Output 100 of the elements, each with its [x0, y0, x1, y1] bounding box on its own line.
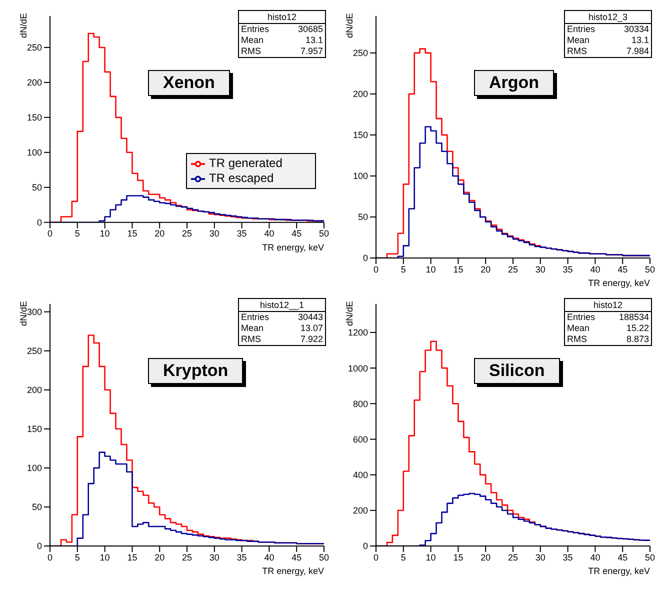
annotation: Mean — [241, 35, 264, 46]
annotation: 13.1 — [631, 35, 649, 46]
x-tick-label: 50 — [318, 228, 330, 239]
y-tick-label: 800 — [352, 398, 368, 409]
x-axis-title: TR energy, keV — [588, 566, 650, 576]
x-tick-label: 30 — [535, 552, 546, 562]
x-tick-label: 20 — [154, 228, 165, 239]
x-tick-label: 40 — [590, 264, 600, 274]
annotation: Entries — [567, 24, 596, 35]
y-tick-label: 100 — [352, 171, 368, 182]
annotation: RMS — [567, 46, 587, 57]
y-tick-label: 150 — [352, 130, 368, 140]
annotation: histo12_3 — [565, 11, 651, 24]
text: Argon — [474, 70, 554, 96]
y-tick-label: 600 — [352, 434, 368, 444]
x-tick-label: 15 — [127, 228, 138, 239]
x-tick-label: 45 — [618, 552, 628, 562]
y-tick-label: 50 — [32, 182, 42, 193]
annotation: 7.922 — [300, 334, 323, 345]
y-axis-title: dN/dE — [18, 12, 28, 38]
x-tick-label: 10 — [426, 264, 436, 274]
annotation: histo12 — [239, 11, 325, 24]
y-tick-label: 200 — [26, 385, 42, 396]
x-tick-label: 40 — [590, 552, 600, 562]
x-tick-label: 40 — [264, 228, 274, 239]
x-tick-label: 35 — [562, 552, 573, 562]
annotation: Mean — [567, 35, 590, 46]
annotation: histo12__1 — [239, 299, 325, 312]
y-axis-title: dN/dE — [344, 300, 354, 326]
x-tick-label: 45 — [292, 228, 302, 239]
x-tick-label: 25 — [182, 228, 192, 239]
x-tick-label: 10 — [100, 228, 110, 239]
x-tick-label: 10 — [426, 552, 436, 562]
x-tick-label: 30 — [209, 552, 220, 562]
annotation: Entries — [241, 312, 270, 323]
annotation: RMS — [241, 46, 261, 57]
x-tick-label: 35 — [562, 264, 573, 274]
y-tick-label: 150 — [26, 112, 42, 123]
x-axis-title: TR energy, keV — [588, 278, 650, 288]
annotation: Mean — [241, 323, 264, 334]
x-tick-label: 0 — [47, 228, 53, 239]
x-tick-label: 15 — [453, 552, 464, 562]
annotation: 13.1 — [305, 35, 323, 46]
annotation: Mean — [567, 323, 590, 334]
y-tick-label: 50 — [32, 502, 42, 512]
x-tick-label: 20 — [480, 264, 491, 274]
x-tick-label: 45 — [292, 552, 302, 562]
x-tick-label: 35 — [236, 552, 247, 562]
x-tick-label: 5 — [400, 264, 406, 274]
y-tick-label: 50 — [358, 212, 368, 222]
x-tick-label: 5 — [74, 552, 80, 562]
y-tick-label: 250 — [26, 346, 42, 356]
y-tick-label: 100 — [26, 463, 42, 474]
x-tick-label: 50 — [644, 264, 656, 274]
y-axis-title: dN/dE — [18, 300, 28, 326]
x-tick-label: 50 — [644, 552, 656, 562]
text: Xenon — [148, 70, 230, 96]
y-tick-label: 200 — [352, 89, 368, 100]
x-tick-label: 50 — [318, 552, 330, 562]
y-tick-label: 0 — [362, 541, 368, 552]
x-tick-label: 10 — [100, 552, 110, 562]
x-tick-label: 20 — [154, 552, 165, 562]
annotation: Entries — [567, 312, 596, 323]
annotation: 30334 — [624, 24, 649, 35]
x-tick-label: 5 — [74, 228, 80, 239]
x-tick-label: 25 — [508, 264, 518, 274]
y-tick-label: 200 — [352, 506, 368, 516]
x-tick-label: 25 — [182, 552, 192, 562]
y-tick-label: 100 — [26, 148, 42, 158]
x-axis-title: TR energy, keV — [262, 242, 324, 252]
x-tick-label: 30 — [535, 264, 546, 274]
y-tick-label: 0 — [36, 541, 42, 552]
annotation: Entries — [241, 24, 270, 35]
x-tick-label: 15 — [453, 264, 464, 274]
annotation: 30443 — [298, 312, 323, 323]
y-tick-label: 400 — [352, 470, 368, 480]
y-tick-label: 250 — [352, 48, 368, 58]
annotation: 7.957 — [300, 46, 323, 57]
y-tick-label: 150 — [26, 424, 42, 434]
annotation: 7.984 — [626, 46, 649, 57]
text: Silicon — [474, 358, 560, 384]
x-tick-label: 0 — [373, 264, 379, 274]
x-tick-label: 40 — [264, 552, 274, 562]
annotation: RMS — [241, 334, 261, 345]
x-tick-label: 30 — [209, 228, 220, 239]
y-axis-title: dN/dE — [344, 12, 354, 38]
y-tick-label: 300 — [26, 307, 42, 317]
x-tick-label: 35 — [236, 228, 247, 239]
annotation: 8.873 — [626, 334, 649, 345]
annotation: 188534 — [618, 312, 649, 323]
legend-label: TR escaped — [209, 170, 274, 185]
annotation: 13.07 — [300, 323, 323, 334]
x-tick-label: 20 — [480, 552, 491, 562]
x-tick-label: 0 — [373, 552, 379, 562]
legend-label: TR generated — [209, 156, 282, 170]
y-tick-label: 1000 — [348, 363, 368, 374]
y-tick-label: 200 — [26, 78, 42, 88]
y-tick-label: 0 — [36, 218, 42, 228]
y-tick-label: 0 — [362, 253, 368, 264]
annotation: 30685 — [298, 24, 323, 35]
